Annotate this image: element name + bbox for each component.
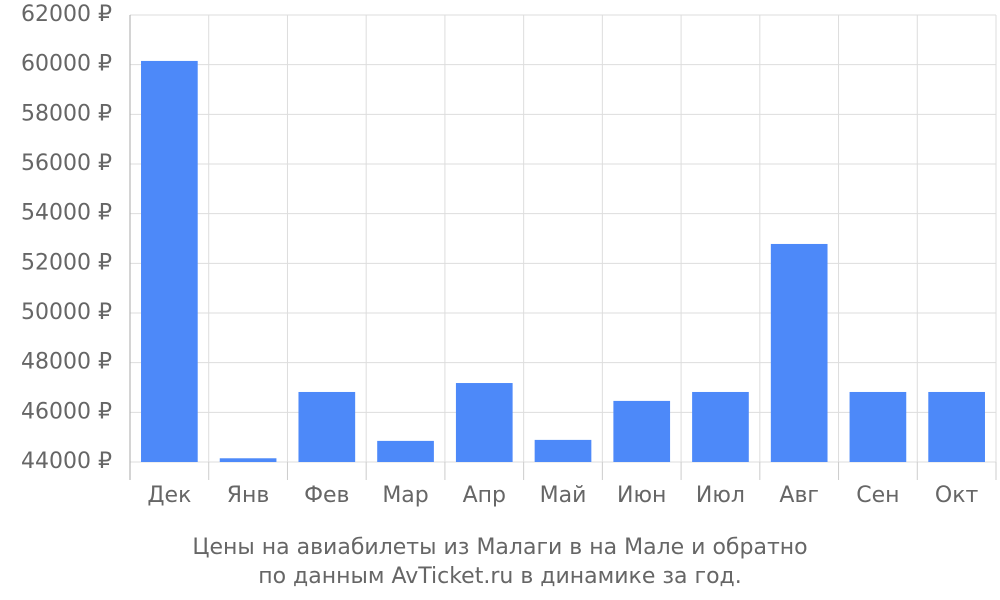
y-tick-label: 46000 ₽ xyxy=(21,399,112,424)
y-tick-label: 44000 ₽ xyxy=(21,449,112,474)
y-tick-label: 56000 ₽ xyxy=(21,151,112,176)
x-tick-label: Янв xyxy=(227,483,270,508)
bar xyxy=(770,243,828,462)
y-tick-label: 58000 ₽ xyxy=(21,101,112,126)
y-tick-label: 54000 ₽ xyxy=(21,201,112,226)
x-tick-label: Авг xyxy=(779,483,819,508)
chart-subtitle: по данным AvTicket.ru в динамике за год. xyxy=(258,564,742,589)
x-tick-label: Дек xyxy=(147,483,191,508)
x-tick-label: Апр xyxy=(463,483,506,508)
x-tick-label: Окт xyxy=(935,483,979,508)
bar xyxy=(377,440,434,462)
x-tick-label: Май xyxy=(540,483,587,508)
y-tick-label: 62000 ₽ xyxy=(21,2,112,27)
y-tick-label: 52000 ₽ xyxy=(21,250,112,275)
y-tick-label: 48000 ₽ xyxy=(21,350,112,375)
bar xyxy=(928,391,985,462)
x-tick-label: Июн xyxy=(617,483,666,508)
chart-title: Цены на авиабилеты из Малаги в на Мале и… xyxy=(192,535,807,560)
y-tick-label: 50000 ₽ xyxy=(21,300,112,325)
bar xyxy=(613,400,671,462)
bar xyxy=(455,383,513,462)
bar xyxy=(141,60,198,463)
bar xyxy=(219,458,277,462)
x-tick-label: Мар xyxy=(382,483,428,508)
y-tick-label: 60000 ₽ xyxy=(21,52,112,77)
x-tick-label: Сен xyxy=(856,483,899,508)
x-tick-label: Фев xyxy=(304,483,349,508)
bar xyxy=(849,391,907,462)
bar xyxy=(692,391,749,462)
bar xyxy=(534,439,592,462)
x-tick-label: Июл xyxy=(696,483,745,508)
bar xyxy=(298,391,356,462)
